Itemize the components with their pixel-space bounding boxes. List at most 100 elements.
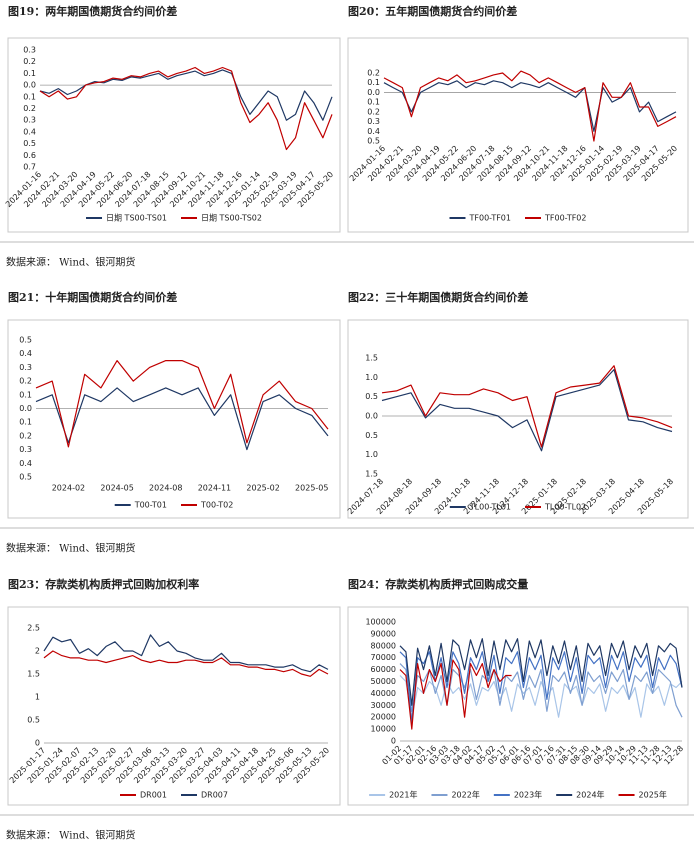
legend-label: 2025年 [639, 790, 667, 800]
y-tick-label: 0 [35, 739, 40, 748]
y-tick-label: 30000 [371, 701, 396, 710]
legend-label: 2022年 [451, 790, 479, 800]
y-tick-label: 0.4 [19, 349, 32, 358]
y-tick-label: 70000 [371, 653, 396, 662]
y-tick-label: 0.0 [23, 81, 36, 90]
series-line [35, 360, 329, 448]
legend-label: DR001 [140, 791, 167, 800]
chart-title: 图20：五年期国债期货合约间价差 [348, 4, 517, 18]
y-tick-label: 1.0 [365, 373, 378, 382]
y-tick-label: 0.3 [23, 46, 36, 55]
y-tick-label: 0.6 [23, 151, 36, 160]
y-tick-label: 1.5 [365, 354, 378, 363]
y-tick-label: 0 [391, 737, 396, 746]
y-tick-label: 0.3 [19, 363, 32, 372]
y-tick-label: 0.5 [365, 431, 378, 440]
y-tick-label: 1.5 [27, 670, 40, 679]
legend-label: 2024年 [576, 790, 604, 800]
legend-label: 日期 TS00-TS02 [201, 214, 262, 223]
y-tick-label: 0.1 [367, 78, 380, 87]
chart-frame [347, 37, 689, 233]
y-tick-label: 0.5 [27, 716, 40, 725]
y-tick-label: 1.0 [365, 450, 378, 459]
chart-title: 图23：存款类机构质押式回购加权利率 [8, 577, 199, 591]
legend-label: DR007 [201, 791, 228, 800]
chart-title: 图21：十年期国债期货合约间价差 [8, 290, 177, 304]
y-tick-label: 90000 [371, 629, 396, 638]
y-tick-label: 0.4 [19, 459, 32, 468]
series-line [399, 651, 683, 724]
y-tick-label: 0.1 [19, 418, 32, 427]
x-tick-label: 2025-05 [295, 484, 328, 493]
series-line [39, 69, 333, 121]
legend-label: T00-T02 [200, 501, 233, 510]
source-note: 数据来源： Wind、银河期货 [6, 829, 135, 842]
y-tick-label: 0.5 [23, 139, 36, 148]
legend-label: T00-T01 [134, 501, 167, 510]
y-tick-label: 0.2 [19, 377, 32, 386]
y-tick-label: 100000 [365, 618, 396, 627]
series-line [35, 387, 329, 451]
y-tick-label: 0.3 [19, 445, 32, 454]
y-tick-label: 10000 [371, 725, 396, 734]
series-line [399, 659, 512, 730]
chart-frame [7, 606, 341, 806]
y-tick-label: 0.4 [367, 127, 380, 136]
legend-label: TF00-TF01 [469, 214, 512, 223]
legend-label: 日期 TS00-TS01 [106, 214, 167, 223]
y-tick-label: 40000 [371, 689, 396, 698]
y-tick-label: 0.2 [19, 431, 32, 440]
legend-label: TL00-TL02 [544, 503, 586, 512]
x-tick-label: 2024-08 [149, 484, 182, 493]
series-line [43, 634, 329, 673]
y-tick-label: 0.5 [19, 336, 32, 345]
series-line [399, 638, 683, 706]
y-tick-label: 0.0 [365, 412, 378, 421]
y-tick-label: 0.2 [367, 107, 380, 116]
y-tick-label: 0.1 [23, 69, 36, 78]
y-tick-label: 20000 [371, 713, 396, 722]
y-tick-label: 2 [35, 647, 40, 656]
chart-frame [347, 606, 689, 806]
chart-frame [347, 319, 689, 519]
source-note: 数据来源： Wind、银河期货 [6, 256, 135, 269]
series-line [381, 369, 673, 452]
y-tick-label: 0.7 [23, 163, 36, 172]
series-line [39, 66, 333, 151]
y-tick-label: 0.1 [367, 98, 380, 107]
y-tick-label: 0.0 [367, 88, 380, 97]
y-tick-label: 0.2 [367, 69, 380, 78]
y-tick-label: 0.2 [23, 104, 36, 113]
source-note: 数据来源： Wind、银河期货 [6, 542, 135, 555]
y-tick-label: 0.5 [19, 473, 32, 482]
y-tick-label: 0.1 [19, 390, 32, 399]
y-tick-label: 80000 [371, 641, 396, 650]
series-line [43, 650, 329, 677]
y-tick-label: 0.3 [23, 116, 36, 125]
y-tick-label: 0.5 [367, 137, 380, 146]
y-tick-label: 60000 [371, 665, 396, 674]
series-line [383, 80, 677, 132]
series-line [381, 365, 673, 448]
y-tick-label: 0.3 [367, 117, 380, 126]
x-tick-label: 2025-02 [246, 484, 279, 493]
y-tick-label: 0.1 [23, 92, 36, 101]
y-tick-label: 1.5 [365, 470, 378, 479]
y-tick-label: 0.0 [19, 404, 32, 413]
legend-label: 2021年 [389, 790, 417, 800]
chart-title: 图22：三十年期国债期货合约间价差 [348, 290, 528, 304]
x-tick-label: 2024-02 [52, 484, 85, 493]
chart-title: 图24：存款类机构质押式回购成交量 [348, 577, 528, 591]
chart-frame [7, 319, 341, 519]
y-tick-label: 0.5 [365, 392, 378, 401]
y-tick-label: 0.4 [23, 127, 36, 136]
y-tick-label: 0.2 [23, 57, 36, 66]
x-tick-label: 2024-05 [100, 484, 133, 493]
series-line [383, 70, 677, 142]
legend-label: TL00-TL01 [469, 503, 511, 512]
y-tick-label: 50000 [371, 677, 396, 686]
chart-frame [7, 37, 341, 233]
y-tick-label: 1 [35, 693, 40, 702]
